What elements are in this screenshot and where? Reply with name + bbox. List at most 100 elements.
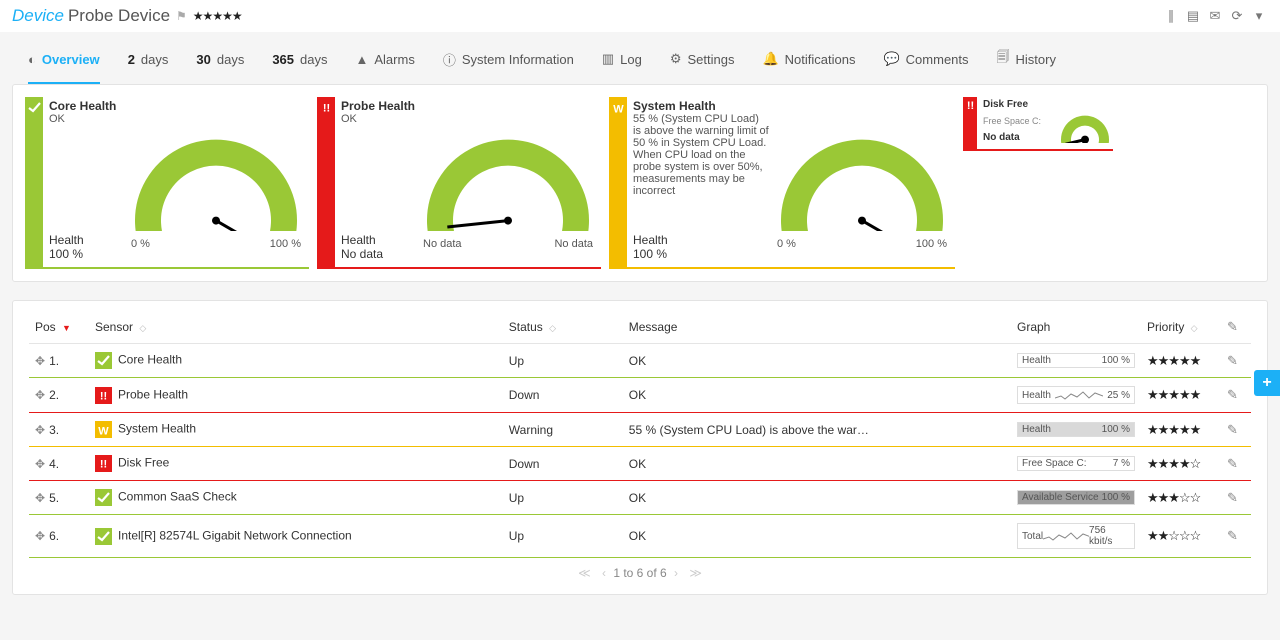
graph-label: Health xyxy=(1022,390,1051,401)
gauge-small-label1: Free Space C: xyxy=(983,116,1049,126)
flag-icon[interactable]: ⚑ xyxy=(176,9,187,23)
graph-label: Total xyxy=(1022,531,1043,542)
edit-row-icon[interactable]: ✎ xyxy=(1227,490,1238,505)
refresh-icon[interactable]: ⟳ xyxy=(1228,8,1246,24)
drag-handle-icon[interactable]: ✥ xyxy=(35,423,45,437)
tab-log[interactable]: ▥Log xyxy=(602,48,642,84)
col-message[interactable]: Message xyxy=(623,309,1011,344)
drag-handle-icon[interactable]: ✥ xyxy=(35,354,45,368)
title-prefix: Device xyxy=(12,6,64,26)
col-actions: ✎ xyxy=(1221,309,1251,344)
priority-stars[interactable]: ★★★★★ xyxy=(1147,387,1200,402)
edit-row-icon[interactable]: ✎ xyxy=(1227,456,1238,471)
gauge-card-probe-health[interactable]: !! Probe Health OK HealthNo data % % No … xyxy=(317,97,601,269)
message-text: OK xyxy=(629,529,646,543)
priority-stars[interactable]: ★★☆☆☆ xyxy=(1147,528,1200,543)
edit-row-icon[interactable]: ✎ xyxy=(1227,387,1238,402)
tab-notifications[interactable]: 🔔Notifications xyxy=(762,48,855,84)
table-row[interactable]: ✥5. Common SaaS Check Up OK Available Se… xyxy=(29,481,1251,515)
table-row[interactable]: ✥1. Core Health Up OK Health100 % ★★★★★ … xyxy=(29,344,1251,378)
pager-last-icon[interactable]: ≫ xyxy=(689,566,702,580)
alert-icon: ▲ xyxy=(356,52,369,67)
sensor-name: Disk Free xyxy=(118,456,169,470)
graph-value: 756 kbit/s xyxy=(1089,525,1130,547)
col-sensor[interactable]: Sensor ◇ xyxy=(89,309,503,344)
graph-label: Available Service xyxy=(1022,492,1099,503)
sensor-name: Core Health xyxy=(118,353,182,367)
tab-30days[interactable]: 30days xyxy=(196,48,244,84)
col-status[interactable]: Status ◇ xyxy=(503,309,623,344)
pager-next-icon[interactable]: › xyxy=(674,566,678,580)
graph-value: 25 % xyxy=(1107,390,1130,401)
priority-stars[interactable]: ★★★★☆ xyxy=(1147,456,1200,471)
status-text: Warning xyxy=(509,423,553,437)
pause-icon[interactable]: ∥ xyxy=(1162,8,1180,24)
status-text: Down xyxy=(509,388,540,402)
drag-handle-icon[interactable]: ✥ xyxy=(35,491,45,505)
sort-icon: ◇ xyxy=(549,323,556,333)
gauge-card-disk-free[interactable]: !! Disk Free Free Space C: No data % % xyxy=(963,97,1113,151)
gauge-health-value: No data xyxy=(341,247,415,261)
priority-stars[interactable]: ★★★☆☆ xyxy=(1147,490,1200,505)
row-pos: 3. xyxy=(49,423,59,437)
gauge-title: Core Health xyxy=(49,99,123,113)
table-row[interactable]: ✥3. WSystem Health Warning 55 % (System … xyxy=(29,413,1251,447)
gauge-card-system-health[interactable]: W System Health 55 % (System CPU Load) i… xyxy=(609,97,955,269)
gauge-small-label2: No data xyxy=(983,132,1049,143)
add-button[interactable]: + xyxy=(1254,370,1280,396)
drag-handle-icon[interactable]: ✥ xyxy=(35,388,45,402)
bell-icon: 🔔 xyxy=(762,51,778,67)
status-text: Down xyxy=(509,457,540,471)
tab-2days[interactable]: 2days xyxy=(128,48,169,84)
tab-sysinfo[interactable]: ⓘSystem Information xyxy=(443,48,574,84)
graph-value: 100 % xyxy=(1102,424,1130,435)
dropdown-icon[interactable]: ▾ xyxy=(1250,8,1268,24)
gauge-health-label: Health xyxy=(341,233,415,247)
tab-overview[interactable]: ◐Overview xyxy=(28,48,100,84)
priority-stars[interactable]: ★★★★★ xyxy=(1147,353,1200,368)
tab-alarms[interactable]: ▲Alarms xyxy=(356,48,415,84)
graph-value: 100 % xyxy=(1102,355,1130,366)
tab-365days[interactable]: 365days xyxy=(272,48,327,84)
col-pos[interactable]: Pos ▼ xyxy=(29,309,89,344)
drag-handle-icon[interactable]: ✥ xyxy=(35,457,45,471)
gauge-subtitle: OK xyxy=(341,113,415,125)
edit-row-icon[interactable]: ✎ xyxy=(1227,422,1238,437)
gauge-subtitle: 55 % (System CPU Load) is above the warn… xyxy=(633,113,769,197)
status-badge: !! xyxy=(95,455,112,472)
col-graph[interactable]: Graph xyxy=(1011,309,1141,344)
ticket-icon[interactable]: ▤ xyxy=(1184,8,1202,24)
message-text: 55 % (System CPU Load) is above the war… xyxy=(629,423,869,437)
row-pos: 1. xyxy=(49,354,59,368)
gauge-right-label: 100 % xyxy=(916,238,947,250)
status-text: Up xyxy=(509,354,524,368)
col-priority[interactable]: Priority ◇ xyxy=(1141,309,1221,344)
gauge-title: System Health xyxy=(633,99,769,113)
graph-label: Free Space C: xyxy=(1022,458,1086,469)
sensor-name: Common SaaS Check xyxy=(118,490,237,504)
sort-icon: ◇ xyxy=(139,323,146,333)
edit-row-icon[interactable]: ✎ xyxy=(1227,528,1238,543)
priority-stars[interactable]: ★★★★★ xyxy=(1147,422,1200,437)
table-row[interactable]: ✥4. !!Disk Free Down OK Free Space C:7 %… xyxy=(29,447,1251,481)
tab-comments[interactable]: 💬Comments xyxy=(883,48,968,84)
mail-icon[interactable]: ✉ xyxy=(1206,8,1224,24)
drag-handle-icon[interactable]: ✥ xyxy=(35,529,45,543)
sensor-name: System Health xyxy=(118,422,196,436)
gauge-card-core-health[interactable]: Core Health OK Health100 % % % 0 %100 % xyxy=(25,97,309,269)
comment-icon: 💬 xyxy=(883,51,899,67)
table-row[interactable]: ✥6. Intel[R] 82574L Gigabit Network Conn… xyxy=(29,515,1251,558)
pager: ≪ ‹ 1 to 6 of 6 › ≫ xyxy=(29,558,1251,582)
pager-prev-icon[interactable]: ‹ xyxy=(602,566,606,580)
gauge-panel: Core Health OK Health100 % % % 0 %100 % … xyxy=(12,84,1268,282)
edit-columns-icon[interactable]: ✎ xyxy=(1227,319,1238,334)
tab-settings[interactable]: ⚙Settings xyxy=(670,48,735,84)
edit-row-icon[interactable]: ✎ xyxy=(1227,353,1238,368)
gauge-chart: % % xyxy=(1057,101,1113,147)
table-row[interactable]: ✥2. !!Probe Health Down OK Health25 % ★★… xyxy=(29,378,1251,413)
gear-icon: ⚙ xyxy=(670,51,682,67)
pager-first-icon[interactable]: ≪ xyxy=(578,566,591,580)
gauge-title: Disk Free xyxy=(983,99,1049,110)
tab-history[interactable]: 🗐History xyxy=(997,48,1056,84)
status-stripe xyxy=(25,97,43,267)
